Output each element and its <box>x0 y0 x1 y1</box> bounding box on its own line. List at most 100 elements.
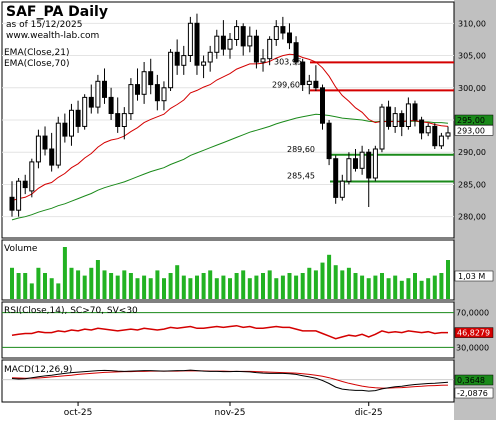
volume-bar <box>346 267 351 299</box>
volume-bar <box>175 265 180 299</box>
candle-body <box>154 84 160 102</box>
price-gridlines <box>2 22 454 218</box>
volume-bar <box>109 273 114 299</box>
macd-panel <box>1 359 455 403</box>
candle-body <box>187 22 193 56</box>
candle-body <box>128 84 134 115</box>
candle-body <box>234 26 240 40</box>
candle-body <box>102 80 107 98</box>
candle-body <box>267 38 273 60</box>
volume-bar <box>168 273 173 299</box>
price-tick-label: 285,00 <box>458 180 486 189</box>
volume-bars: 1,03 M <box>10 247 494 299</box>
last-price-box <box>454 114 494 126</box>
candle-body <box>405 103 411 128</box>
candle-body <box>273 26 279 40</box>
candle-body <box>313 80 319 89</box>
candle-body <box>49 148 55 166</box>
volume-bar <box>261 273 265 299</box>
volume-bar <box>82 275 87 299</box>
candle-body <box>95 80 101 108</box>
volume-bar <box>333 265 338 299</box>
last-price-label: 293,00 <box>457 126 485 135</box>
volume-last-box <box>454 270 494 282</box>
website-label: www.wealth-lab.com <box>6 31 99 41</box>
volume-bar <box>393 275 398 299</box>
candle-body <box>29 161 35 192</box>
volume-bar <box>380 273 384 299</box>
rsi-title: RSI(Close,14), SC>70, SV<30 <box>4 306 138 316</box>
volume-bar <box>307 267 312 299</box>
candle-body <box>148 71 154 86</box>
last-price-box <box>454 125 494 136</box>
volume-last-label: 1,03 M <box>458 272 485 281</box>
ema70-series <box>11 113 449 221</box>
volume-bar <box>340 270 345 299</box>
volume-bar <box>386 278 391 299</box>
volume-bar <box>181 275 186 299</box>
candle-body <box>320 87 325 124</box>
volume-bar <box>102 270 107 299</box>
volume-bar <box>234 273 239 299</box>
candle-body <box>247 35 253 47</box>
price-tick-label: 305,00 <box>458 52 486 61</box>
volume-bar <box>128 273 133 299</box>
volume-title: Volume <box>4 244 38 254</box>
candle-body <box>333 158 339 198</box>
candle-body <box>445 132 451 137</box>
last-price-label: 295,00 <box>457 116 485 125</box>
volume-bar <box>274 278 279 299</box>
candle-body <box>386 106 392 127</box>
volume-bar <box>69 267 74 299</box>
candle-body <box>62 122 68 137</box>
time-tick-label: dic-25 <box>355 408 383 418</box>
volume-bar <box>142 275 147 299</box>
rsi-series <box>11 324 448 340</box>
candle-body <box>300 61 306 86</box>
candle-body <box>141 71 147 95</box>
volume-bar <box>188 278 193 299</box>
signal-last-label: -2,0876 <box>457 389 488 398</box>
candle-body <box>412 103 418 121</box>
candle-body <box>214 35 220 53</box>
candle-body <box>366 151 372 179</box>
as-of-date: as of 15/12/2025 <box>6 20 82 30</box>
volume-bar <box>56 283 61 299</box>
volume-bar <box>89 267 94 299</box>
macd-last-label: 0,3648 <box>457 376 485 385</box>
rsi-plot: 70,0000 30,0000 46,8279 <box>2 309 494 352</box>
price-tick-label: 290,00 <box>458 148 486 157</box>
candle-body <box>16 180 22 211</box>
signal-last-box <box>454 387 494 399</box>
level-label: 289,60 <box>287 145 315 154</box>
time-tick-label: oct-25 <box>64 408 93 418</box>
volume-bar <box>23 273 28 299</box>
level-label: 303,95 <box>274 57 302 66</box>
candle-body <box>207 51 213 63</box>
rsi-tick-label: 70,0000 <box>456 309 489 318</box>
volume-bar <box>221 275 226 299</box>
volume-bar <box>413 273 417 299</box>
volume-bar <box>406 278 411 299</box>
volume-bar <box>201 273 206 299</box>
volume-bar <box>214 278 219 299</box>
volume-bar <box>76 270 81 299</box>
volume-bar <box>241 270 246 299</box>
volume-bar <box>294 275 299 299</box>
candle-body <box>201 61 207 66</box>
volume-bar <box>247 278 252 299</box>
rsi-panel <box>1 301 455 359</box>
volume-bar <box>360 275 365 299</box>
candle-body <box>392 113 398 127</box>
price-axis-strip <box>454 0 496 420</box>
candle-body <box>359 151 365 169</box>
volume-bar <box>43 273 47 299</box>
volume-bar <box>327 254 332 299</box>
candle-body <box>69 109 74 137</box>
chart-title: SAF_PA Daily <box>6 4 108 20</box>
volume-bar <box>148 278 153 299</box>
volume-bar <box>300 273 305 299</box>
price-tick-label: 310,00 <box>458 19 486 28</box>
candle-body <box>9 196 15 211</box>
